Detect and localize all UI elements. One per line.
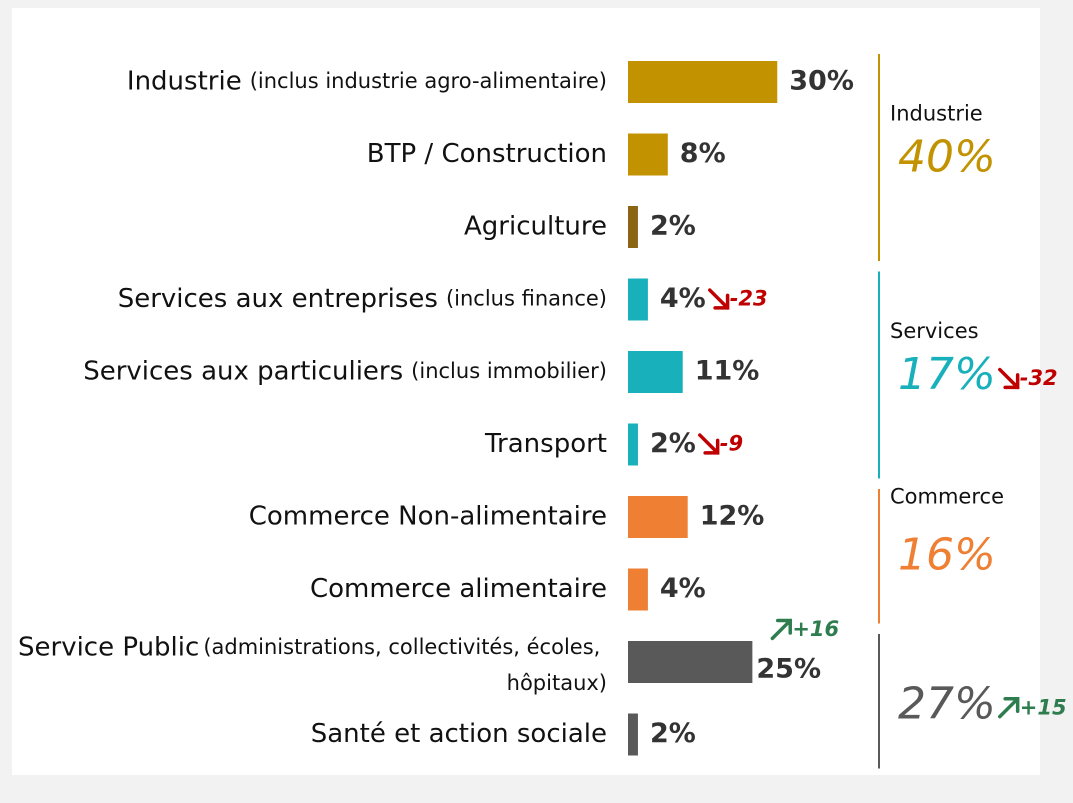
group-label: Industrie bbox=[890, 102, 983, 126]
group-label: Commerce bbox=[890, 484, 1004, 508]
bar bbox=[628, 278, 648, 321]
bar bbox=[628, 713, 638, 756]
category-label: Transport bbox=[484, 429, 607, 459]
change-label: -23 bbox=[730, 287, 768, 311]
value-label: 12% bbox=[700, 501, 765, 532]
trend-arrow bbox=[998, 697, 1020, 719]
category-label: Service Public bbox=[18, 633, 199, 663]
category-detail: (inclus immobilier) bbox=[411, 359, 607, 383]
change-label: +15 bbox=[1020, 695, 1067, 719]
value-label: 4% bbox=[660, 283, 706, 314]
category-label: Services aux entreprises bbox=[118, 284, 438, 314]
value-label: 4% bbox=[660, 573, 706, 604]
category-label: Santé et action sociale bbox=[311, 719, 607, 749]
group-total: 27% bbox=[898, 678, 996, 729]
category-detail: (inclus finance) bbox=[446, 287, 607, 311]
bar bbox=[628, 641, 753, 683]
change-label: -32 bbox=[1020, 366, 1058, 390]
category-detail: (inclus industrie agro-alimentaire) bbox=[250, 69, 607, 93]
value-label: 8% bbox=[680, 138, 726, 169]
value-label: 2% bbox=[650, 428, 696, 459]
group-label: Services bbox=[890, 319, 979, 343]
bar bbox=[628, 351, 683, 393]
value-label: 11% bbox=[695, 356, 760, 387]
category-label: Commerce Non-alimentaire bbox=[249, 502, 607, 532]
group-total: 16% bbox=[898, 529, 996, 580]
value-label: 30% bbox=[789, 66, 854, 97]
change-label: -9 bbox=[720, 432, 743, 456]
group-total: 40% bbox=[898, 132, 996, 183]
bar bbox=[628, 61, 778, 103]
category-detail: (administrations, collectivités, écoles,… bbox=[203, 635, 607, 695]
bar bbox=[628, 423, 638, 466]
trend-arrow bbox=[707, 288, 730, 310]
panel bbox=[12, 8, 1040, 775]
category-label: Agriculture bbox=[464, 212, 607, 242]
bar bbox=[628, 133, 668, 176]
change-label: +16 bbox=[792, 617, 839, 641]
bar bbox=[628, 568, 648, 611]
trend-arrow bbox=[770, 618, 792, 641]
category-label: Industrie bbox=[127, 67, 242, 97]
value-label: 25% bbox=[756, 654, 821, 685]
value-label: 2% bbox=[650, 211, 696, 242]
bar bbox=[628, 206, 638, 248]
category-label: Commerce alimentaire bbox=[310, 574, 607, 604]
category-label: BTP / Construction bbox=[367, 139, 607, 169]
group-total: 17% bbox=[898, 349, 996, 400]
trend-arrow bbox=[698, 433, 720, 455]
category-label: Services aux particuliers bbox=[83, 357, 403, 387]
bar bbox=[628, 496, 688, 538]
trend-arrow bbox=[998, 367, 1020, 390]
value-label: 2% bbox=[650, 718, 696, 749]
